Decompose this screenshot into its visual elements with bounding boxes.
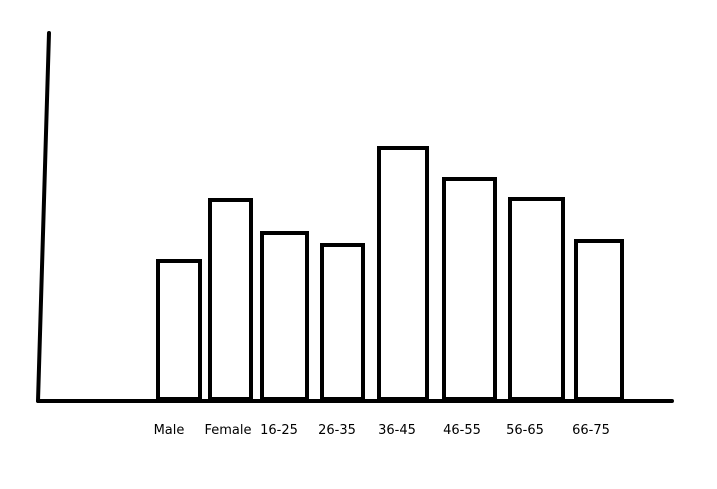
bar-male: [156, 259, 202, 401]
bar-56-65: [508, 197, 565, 401]
tick-label-female: Female: [204, 423, 251, 438]
bars-group: [156, 146, 624, 401]
bar-16-25: [260, 231, 309, 401]
bar-66-75: [574, 239, 624, 401]
tick-label-26-35: 26-35: [318, 423, 356, 438]
tick-label-46-55: 46-55: [443, 423, 481, 438]
tick-label-36-45: 36-45: [378, 423, 416, 438]
y-axis: [36, 31, 51, 403]
tick-label-male: Male: [154, 423, 185, 438]
tick-labels-group: Male Female 16-25 26-35 36-45 46-55 56-65 66-75: [154, 423, 610, 438]
tick-label-66-75: 66-75: [572, 423, 610, 438]
bar-36-45: [377, 146, 429, 401]
bar-female: [208, 198, 253, 401]
bar-46-55: [442, 177, 497, 401]
tick-label-16-25: 16-25: [260, 423, 298, 438]
bar-26-35: [320, 243, 365, 401]
tick-label-56-65: 56-65: [506, 423, 544, 438]
